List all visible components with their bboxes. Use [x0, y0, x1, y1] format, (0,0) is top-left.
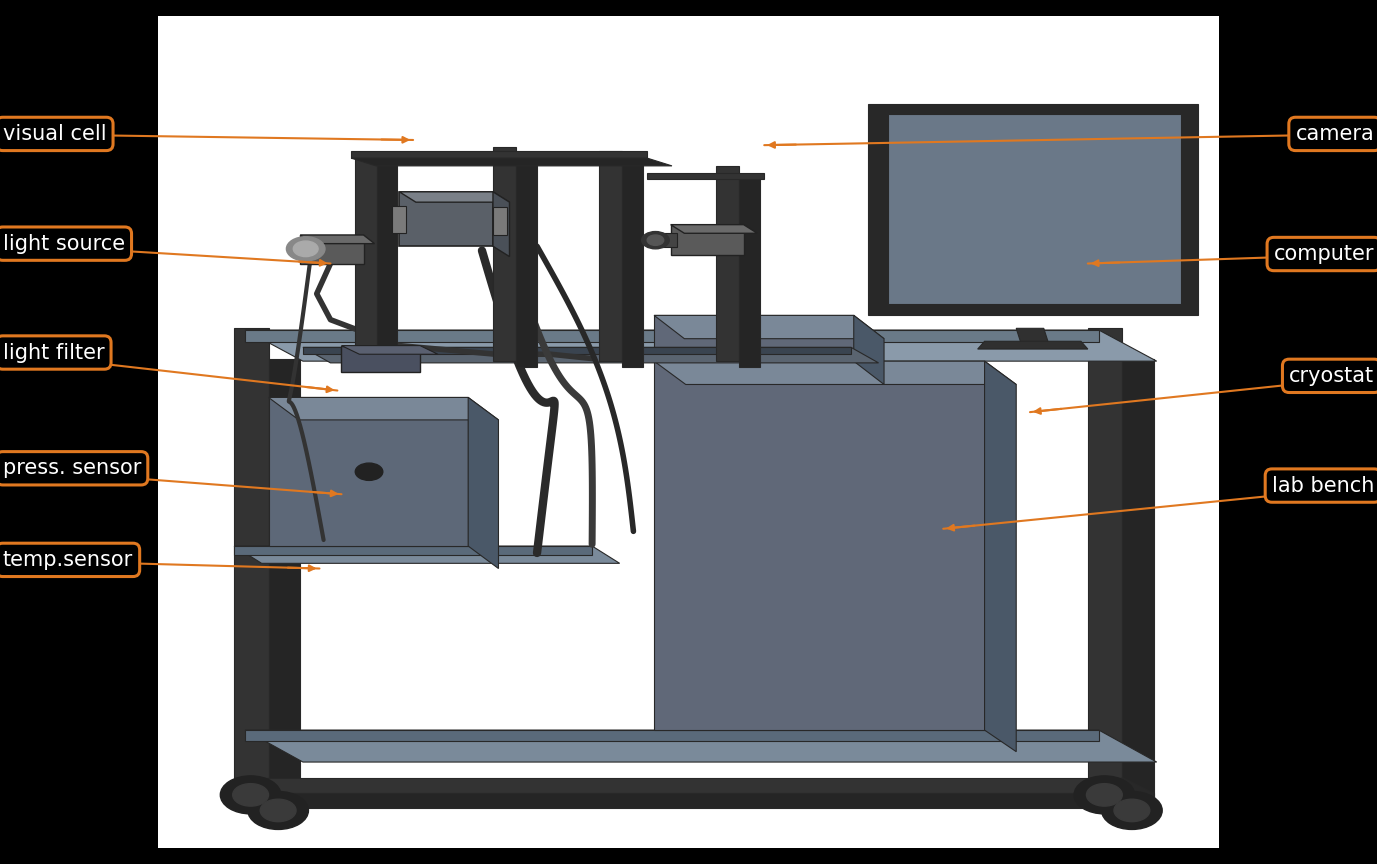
- Text: visual cell: visual cell: [3, 124, 106, 144]
- Polygon shape: [351, 158, 672, 166]
- Text: light source: light source: [3, 233, 125, 254]
- Polygon shape: [716, 166, 739, 361]
- Text: press. sensor: press. sensor: [3, 458, 140, 479]
- Polygon shape: [377, 164, 397, 367]
- Polygon shape: [468, 397, 498, 569]
- Polygon shape: [234, 328, 269, 778]
- Polygon shape: [399, 192, 509, 202]
- Polygon shape: [234, 778, 1122, 793]
- Circle shape: [642, 232, 669, 249]
- Polygon shape: [985, 361, 1016, 752]
- Polygon shape: [647, 173, 764, 179]
- Polygon shape: [854, 315, 884, 384]
- Polygon shape: [671, 225, 744, 255]
- Polygon shape: [622, 160, 643, 367]
- Circle shape: [1102, 791, 1162, 829]
- Polygon shape: [399, 192, 493, 246]
- Circle shape: [260, 799, 296, 822]
- Polygon shape: [341, 346, 420, 372]
- Circle shape: [220, 776, 281, 814]
- Circle shape: [1114, 799, 1150, 822]
- Polygon shape: [300, 235, 364, 264]
- Polygon shape: [671, 225, 757, 233]
- Polygon shape: [599, 151, 622, 361]
- Polygon shape: [978, 341, 1088, 349]
- Text: temp.sensor: temp.sensor: [3, 550, 134, 570]
- Polygon shape: [1122, 778, 1154, 808]
- Polygon shape: [1122, 359, 1154, 797]
- Text: camera: camera: [1296, 124, 1374, 144]
- Circle shape: [248, 791, 308, 829]
- Polygon shape: [516, 156, 537, 367]
- Circle shape: [286, 237, 325, 261]
- Circle shape: [647, 235, 664, 245]
- Polygon shape: [234, 546, 592, 555]
- Text: computer: computer: [1274, 244, 1374, 264]
- Polygon shape: [655, 233, 677, 247]
- Polygon shape: [234, 546, 620, 563]
- Circle shape: [1086, 784, 1122, 806]
- Polygon shape: [654, 361, 1016, 384]
- Circle shape: [293, 241, 318, 257]
- Polygon shape: [303, 347, 851, 354]
- Polygon shape: [355, 156, 377, 361]
- Polygon shape: [493, 192, 509, 257]
- Polygon shape: [269, 397, 498, 420]
- Polygon shape: [888, 114, 1181, 304]
- Polygon shape: [654, 315, 884, 339]
- Polygon shape: [654, 361, 985, 730]
- Polygon shape: [493, 147, 516, 361]
- Polygon shape: [245, 330, 1099, 342]
- Text: lab bench: lab bench: [1272, 475, 1374, 496]
- Polygon shape: [269, 793, 1154, 808]
- Polygon shape: [303, 347, 879, 363]
- Polygon shape: [245, 730, 1157, 762]
- Polygon shape: [868, 104, 1198, 315]
- Polygon shape: [1016, 328, 1049, 346]
- Circle shape: [355, 463, 383, 480]
- Polygon shape: [493, 207, 507, 235]
- Circle shape: [1074, 776, 1135, 814]
- Polygon shape: [269, 359, 300, 797]
- Polygon shape: [269, 397, 468, 546]
- Polygon shape: [392, 206, 406, 233]
- Text: light filter: light filter: [3, 342, 105, 363]
- Polygon shape: [158, 16, 1219, 848]
- Polygon shape: [351, 151, 647, 158]
- Polygon shape: [300, 235, 375, 244]
- Polygon shape: [245, 330, 1157, 361]
- Polygon shape: [1088, 328, 1122, 778]
- Polygon shape: [341, 346, 438, 354]
- Circle shape: [233, 784, 269, 806]
- Polygon shape: [654, 315, 854, 361]
- Polygon shape: [739, 175, 760, 367]
- Text: cryostat: cryostat: [1289, 365, 1374, 386]
- Polygon shape: [245, 730, 1099, 741]
